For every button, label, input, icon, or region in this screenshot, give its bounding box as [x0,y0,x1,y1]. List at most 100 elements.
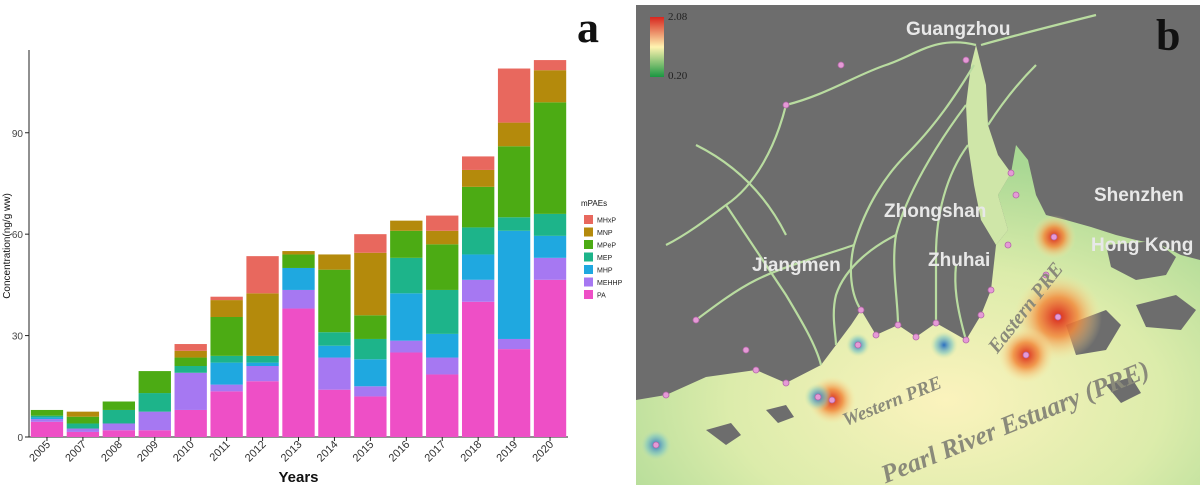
bar-segment-mnp-2017 [426,230,459,245]
bar-segment-mhxp-2010 [174,344,207,351]
bar-segment-mnp-2020 [533,70,567,103]
bar-segment-mhxp-2020 [533,60,567,71]
bar-segment-mep-2007 [66,423,100,429]
bar-segment-pa-2014 [318,389,351,437]
x-tick-label: 2013 [279,439,305,465]
bar-segment-mpep-2007 [66,416,100,424]
legend-swatch-mnp [584,227,593,237]
bar-segment-mep-2014 [318,332,351,346]
x-tick-label: 2020 [530,439,556,465]
bar-segment-mhp-2005 [30,417,64,420]
bar-segment-mpep-2018 [461,186,495,228]
color-scale-bar [650,17,664,77]
bar-segment-mep-2020 [533,213,567,236]
legend-label-mhxp: MHxP [597,218,616,225]
x-tick-label: 2015 [351,439,377,465]
city-label-shenzhen: Shenzhen [1094,185,1184,206]
y-axis-title: Concentration(ng/g ww) [2,193,13,299]
bar-segment-pa-2017 [426,374,459,437]
legend-swatch-pa [584,290,593,299]
panel-label-a: a [577,3,599,52]
bar-segment-mhp-2015 [354,359,387,387]
bar-segment-mep-2010 [174,366,207,373]
x-tick-label: 2010 [171,439,197,465]
chart-panel-a: 0 30 60 90 Concentration(ng/g ww) Years 2005 20… [2,50,623,486]
bar-segment-mehhp-2018 [461,279,495,302]
bar-segment-mnp-2019 [497,122,531,147]
bar-segment-mpep-2015 [354,315,387,339]
x-tick-label: 2008 [99,439,125,465]
bar-segment-mehhp-2015 [354,386,387,397]
x-tick-label: 2005 [27,439,53,465]
bar-segment-mpep-2010 [174,357,207,367]
river-network [665,13,1097,366]
legend-swatch-mehhp [584,277,593,287]
legend-label-mehhp: MEHHP [597,280,623,287]
bar-segment-pa-2007 [66,431,100,437]
y-tick-label: 30 [12,332,24,343]
bar-segment-mep-2009 [138,393,171,412]
bar-segment-mehhp-2012 [246,366,279,382]
bar-segment-mpep-2017 [426,244,459,290]
legend-title: mPAEs [581,199,607,208]
scale-max-label: 2.08 [668,11,688,23]
x-tick-label: 2011 [208,439,233,464]
x-tick-label: 2007 [63,439,89,465]
legend-swatch-mhp [584,265,593,274]
bar-segment-mehhp-2008 [102,423,136,431]
y-tick-label: 60 [12,230,24,241]
bar-segment-mep-2018 [461,227,495,255]
bar-segment-mep-2016 [390,257,423,294]
city-label-guangzhou: Guangzhou [906,19,1011,40]
bar-segment-mehhp-2020 [533,257,567,280]
bar-segment-pa-2013 [282,308,315,437]
bar-segment-pa-2018 [461,301,495,437]
bar-segment-mhp-2014 [318,345,351,358]
bar-segment-pa-2019 [497,349,531,437]
bar-segment-mpep-2020 [533,102,567,214]
bar-segment-mehhp-2011 [210,384,243,392]
bar-segment-mhxp-2011 [210,296,243,301]
bar-segment-mhp-2012 [246,362,279,367]
bar-segment-mehhp-2014 [318,357,351,390]
bar-segment-mpep-2009 [138,371,171,394]
bar-segment-mhp-2016 [390,293,423,341]
city-label-hong-kong: Hong Kong [1091,235,1194,256]
bar-segment-mep-2011 [210,355,243,363]
city-label-zhuhai: Zhuhai [928,250,991,271]
bar-segment-pa-2008 [102,430,136,437]
legend-swatch-mhxp [584,215,593,224]
estuary-channel [966,45,1011,245]
stacked-bar-chart: 0 30 60 90 Concentration(ng/g ww) Years 2005 20… [2,50,623,486]
bar-segment-mnp-2012 [246,293,279,356]
sampling-sites [652,56,1062,449]
x-tick-label: 2012 [243,439,269,465]
bar-segment-mhxp-2019 [497,68,531,123]
bar-segment-mhp-2017 [426,333,459,358]
bar-segment-mehhp-2007 [66,428,100,432]
legend-label-mep: MEP [597,255,613,262]
x-axis-title: Years [278,469,318,486]
bar-segment-mhp-2018 [461,254,495,280]
scale-min-label: 0.20 [668,70,688,82]
x-tick-label: 2017 [423,439,449,465]
bar-segment-mpep-2019 [497,146,531,218]
chart-legend: mPAEs MHxP MNP MPeP MEP MHP MEHHP PA [581,199,623,300]
bar-segment-mhp-2019 [497,230,531,339]
city-label-jiangmen: Jiangmen [752,255,841,276]
bar-segment-mpep-2011 [210,316,243,356]
city-label-zhongshan: Zhongshan [884,201,987,222]
bar-segment-mhxp-2012 [246,256,279,294]
legend-swatch-mpep [584,240,593,249]
coldspot-mid [930,331,958,359]
bar-segment-mehhp-2019 [497,338,531,350]
estuary-map [636,5,1200,485]
x-tick-label: 2009 [135,439,161,465]
bar-segment-pa-2011 [210,391,243,437]
bar-segment-mpep-2013 [282,254,315,268]
bar-segment-mehhp-2017 [426,357,459,375]
y-tick-label: 90 [12,129,24,140]
bar-segment-pa-2016 [390,352,423,437]
bar-segment-mnp-2010 [174,350,207,358]
bar-segment-mhxp-2015 [354,234,387,253]
